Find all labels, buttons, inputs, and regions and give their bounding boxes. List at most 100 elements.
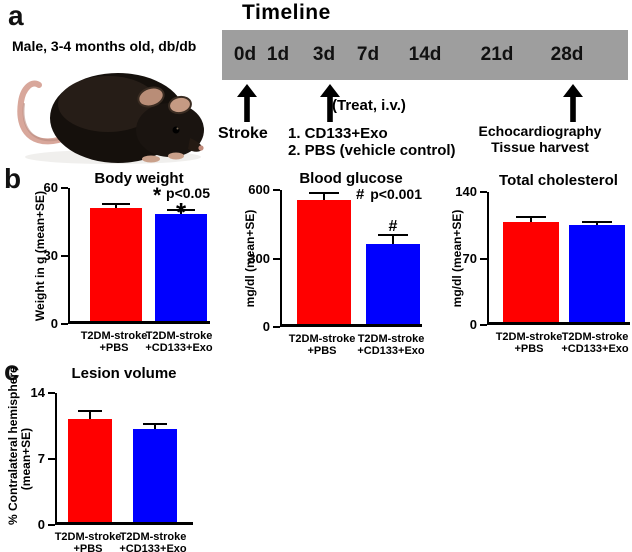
y-tick-label: 300 [248, 250, 270, 266]
total-cholesterol-title: Total cholesterol [499, 172, 618, 189]
significance-marker: # [388, 218, 398, 236]
error-bar-line [180, 210, 182, 215]
treat-route-label: (Treat, i.v.) [332, 97, 406, 114]
chart-blood-glucose: Blood glucose mg/dl (mean+SE) 0 300 600 # # p<… [240, 170, 440, 369]
timeline-day-14d: 14d [408, 44, 442, 65]
y-tick-label: 60 [43, 180, 58, 195]
bar-pbs [297, 199, 351, 324]
x-category-label-line: T2DM-stroke [54, 531, 122, 543]
x-category-label-line: T2DM-stroke [495, 331, 563, 343]
y-tick [61, 255, 68, 257]
treatment-list: 1. CD133+Exo 2. PBS (vehicle control) [288, 125, 456, 159]
x-category-label: T2DM-stroke +CD133+Exo [336, 333, 446, 357]
lesion-volume-title: Lesion volume [71, 365, 177, 382]
error-bar-line [596, 222, 598, 226]
error-bar-cap [581, 220, 613, 223]
y-tick-label: 140 [455, 184, 477, 199]
error-bar-line [530, 217, 532, 223]
stroke-label: Stroke [218, 125, 268, 142]
x-category-label-line: T2DM-stroke [288, 333, 356, 345]
significance-annotation: * p<0.05 [153, 184, 210, 208]
subject-label: Male, 3-4 months old, db/db [12, 38, 197, 54]
significance-text: p<0.05 [162, 185, 210, 201]
timeline-day-3d: 3d [312, 44, 336, 65]
y-tick [480, 191, 487, 193]
y-tick-label: 7 [37, 451, 45, 466]
error-bar-cap [143, 423, 167, 426]
endpoint-line-2: Tissue harvest [491, 139, 589, 155]
treatment-item-1: 1. CD133+Exo [288, 125, 388, 142]
error-bar-line [323, 193, 325, 200]
x-category-label: T2DM-stroke +PBS [267, 333, 377, 357]
error-bar-cap [378, 234, 408, 237]
timeline-title: Timeline [242, 1, 331, 24]
x-category-label-line: T2DM-stroke [357, 333, 425, 345]
error-bar-cap [309, 191, 339, 194]
x-category-label-line: T2DM-stroke [119, 531, 187, 543]
mouse-foot-front [168, 152, 184, 160]
endpoint-arrow-icon [563, 84, 583, 122]
y-tick [480, 257, 487, 260]
y-tick-label: 14 [30, 385, 45, 400]
x-category-label: T2DM-stroke +PBS [33, 531, 143, 552]
x-category-label-line: +PBS [514, 343, 544, 355]
timeline-day-21d: 21d [480, 44, 514, 65]
y-tick-label: 600 [248, 182, 270, 197]
error-bar-line [154, 425, 156, 429]
body-weight-title: Body weight [94, 170, 184, 187]
endpoint-line-1: Echocardiography [478, 123, 602, 139]
body-weight-plot-area: 0 30 60 * * p<0.05 [44, 180, 210, 331]
significance-marker: * [175, 196, 187, 227]
y-tick [48, 392, 55, 394]
x-category-label-line: T2DM-stroke [145, 330, 213, 342]
blood-glucose-title: Blood glucose [299, 170, 403, 187]
mouse-foot-back [142, 155, 160, 163]
chart-lesion-volume: Lesion volume% Contralateral hemisphere(… [6, 358, 215, 552]
y-tick [273, 189, 280, 191]
error-bar-cap [166, 208, 196, 211]
mouse-illustration [17, 73, 204, 164]
x-category-label-line: +CD133+Exo [145, 342, 213, 354]
y-tick [48, 524, 55, 526]
y-tick [273, 257, 280, 260]
mouse-body-sheen [58, 76, 158, 132]
bar-pbs [90, 207, 142, 321]
y-tick-label: 30 [43, 248, 58, 263]
endpoint-labels: Echocardiography Tissue harvest [462, 123, 618, 155]
y-tick [273, 326, 280, 328]
error-bar-cap [78, 409, 102, 412]
mouse-ear-right [168, 95, 192, 115]
mouse-eye [172, 126, 180, 134]
significance-annotation: # p<0.001 [356, 186, 422, 203]
stroke-arrow-icon [237, 84, 257, 122]
bar-cd133-exo [155, 214, 207, 321]
significance-symbol: * [152, 184, 162, 207]
lesion-volume-plot-area: 0 7 14 [31, 385, 193, 532]
y-tick [48, 458, 55, 460]
y-tick-label: 0 [262, 319, 270, 334]
timeline-day-7d: 7d [356, 44, 380, 65]
bar-cd133-exo [569, 225, 625, 322]
x-category-label: T2DM-stroke +CD133+Exo [540, 331, 632, 355]
error-bar-line [392, 236, 394, 244]
chart-body-weight: Body weight Weight in g (mean+SE) 0 30 60 * * … [30, 170, 230, 366]
x-category-label-line: T2DM-stroke [561, 331, 629, 343]
y-tick-label: 70 [462, 250, 477, 266]
mouse-photo [8, 56, 213, 166]
mouse-head [136, 103, 204, 157]
chart-total-cholesterol: Total cholesterol mg/dl (mean+SE) 0 70 140 T2… [447, 170, 632, 367]
x-category-label: T2DM-stroke +CD133+Exo [124, 330, 234, 354]
y-tick-label: 0 [37, 517, 45, 532]
x-category-label-line: +CD133+Exo [561, 343, 629, 355]
total-cholesterol-plot-area: 0 70 140 [455, 184, 630, 332]
x-category-label-line: +CD133+Exo [357, 345, 425, 357]
bar-pbs [68, 419, 112, 522]
bar-cd133-exo [133, 428, 177, 522]
x-category-label: T2DM-stroke +PBS [474, 331, 584, 355]
blood-glucose-plot-area: 0 300 600 # # p<0.001 [248, 182, 422, 334]
error-bar-cap [515, 215, 547, 218]
x-category-label-line: T2DM-stroke [80, 330, 148, 342]
error-bar-cap [101, 202, 131, 205]
x-category-label: T2DM-stroke +CD133+Exo [98, 531, 208, 552]
